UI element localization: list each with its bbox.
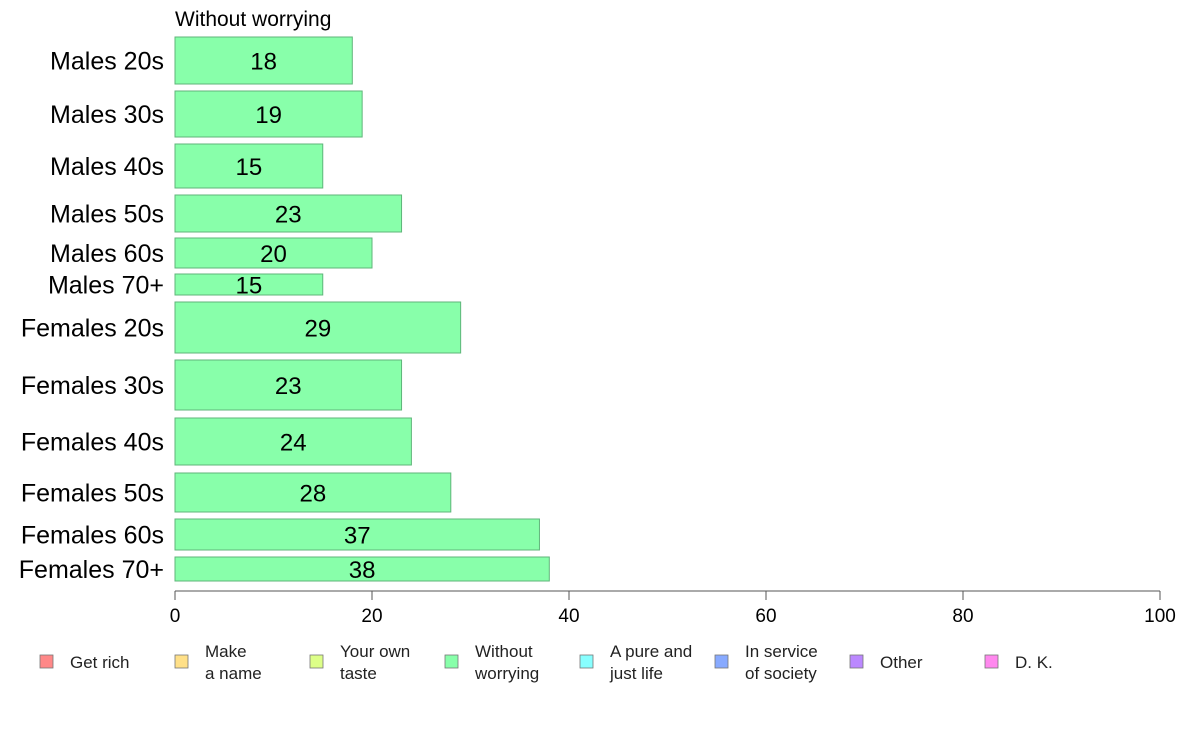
- legend-swatch: [849, 654, 864, 669]
- category-label: Females 70+: [19, 556, 164, 584]
- bar: [174, 556, 550, 582]
- bar: [174, 472, 452, 513]
- bar-value-label: 23: [275, 202, 302, 229]
- bar: [174, 518, 540, 551]
- x-tick-label: 0: [170, 606, 181, 627]
- legend: Get rich Make a name Your own taste Without wo…: [39, 642, 1053, 683]
- category-label: Males 60s: [50, 240, 164, 268]
- bar: [174, 273, 324, 296]
- category-label: Males 70+: [48, 272, 164, 300]
- bar: [174, 301, 462, 354]
- x-tick-label: 100: [1144, 606, 1176, 627]
- legend-label: Without worrying: [474, 642, 539, 683]
- bar-value-label: 29: [304, 316, 331, 343]
- category-label: Females 30s: [21, 372, 164, 400]
- category-label: Females 50s: [21, 480, 164, 508]
- x-tick-label: 60: [755, 606, 776, 627]
- bar-value-label: 15: [236, 154, 263, 181]
- bar-value-label: 38: [349, 557, 376, 584]
- bar-value-label: 19: [255, 102, 282, 129]
- bar: [174, 194, 403, 233]
- bar: [174, 90, 363, 138]
- bar: [174, 417, 412, 466]
- legend-label: D. K.: [1015, 653, 1053, 672]
- legend-label: Your own taste: [340, 642, 410, 683]
- category-label: Males 30s: [50, 101, 164, 129]
- bar: [174, 143, 324, 189]
- category-label: Males 20s: [50, 48, 164, 76]
- bar: [174, 237, 373, 269]
- category-label: Females 60s: [21, 522, 164, 550]
- x-tick-label: 20: [361, 606, 382, 627]
- legend-swatch: [714, 654, 729, 669]
- bar-value-label: 18: [250, 49, 277, 76]
- legend-swatch: [174, 654, 189, 669]
- legend-label: Get rich: [70, 653, 130, 672]
- x-tick-label: 40: [558, 606, 579, 627]
- bar: [174, 36, 353, 85]
- bar-value-label: 15: [236, 273, 263, 300]
- bar-value-label: 23: [275, 373, 302, 400]
- legend-swatch: [444, 654, 459, 669]
- legend-label: Make a name: [205, 642, 262, 683]
- chart-title: Without worrying: [175, 8, 331, 31]
- bar-value-label: 28: [300, 481, 327, 508]
- x-axis: 0 20 40 60 80 100: [170, 590, 1176, 627]
- bar-value-label: 37: [344, 523, 371, 550]
- bars-group: 18 Males 20s 19 Males 30s 15 Males 40s 23 Males…: [19, 36, 550, 584]
- category-label: Females 20s: [21, 315, 164, 343]
- category-label: Males 40s: [50, 153, 164, 181]
- bar: [174, 359, 403, 411]
- legend-swatch: [309, 654, 324, 669]
- bar-value-label: 24: [280, 430, 307, 457]
- category-label: Males 50s: [50, 201, 164, 229]
- legend-swatch: [39, 654, 54, 669]
- category-label: Females 40s: [21, 429, 164, 457]
- legend-swatch: [579, 654, 594, 669]
- x-tick-label: 80: [952, 606, 973, 627]
- bar-value-label: 20: [260, 241, 287, 268]
- legend-label: A pure and just life: [609, 642, 692, 683]
- legend-label: In service of society: [745, 642, 818, 683]
- legend-label: Other: [880, 653, 923, 672]
- legend-swatch: [984, 654, 999, 669]
